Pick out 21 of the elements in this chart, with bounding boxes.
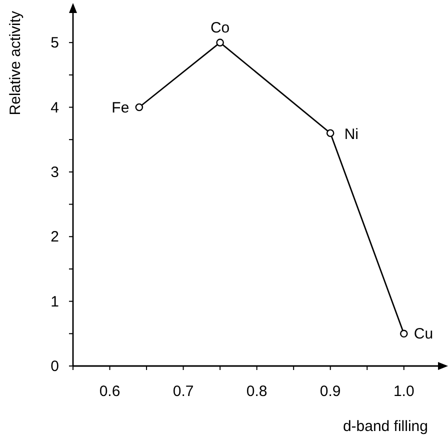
point	[326, 129, 334, 138]
y-axis-title: Relative activity	[7, 10, 24, 116]
y-tick-label: 2	[50, 228, 59, 246]
x-tick-label: 0.9	[320, 383, 341, 400]
y-tick-label: 4	[50, 99, 59, 116]
annotation: Ni	[344, 126, 359, 144]
point	[216, 38, 224, 46]
annotation: Fe	[112, 99, 130, 116]
x-tick-label: 0.7	[172, 383, 194, 400]
annotation: Co	[210, 20, 230, 37]
y-tick-label: 0	[50, 358, 59, 375]
y-tick-label: 3	[50, 164, 59, 181]
x-tick-label: 1.0	[393, 383, 414, 400]
y-tick-label: 1	[50, 293, 59, 310]
x-axis-title: d-band filling	[342, 418, 428, 435]
x-tick-label: 0.8	[246, 383, 268, 400]
x-tick-label: 0.6	[99, 383, 120, 400]
point	[135, 103, 144, 112]
point	[400, 330, 408, 338]
y-tick-label: 5	[50, 34, 59, 52]
annotation: Cu	[414, 326, 434, 343]
